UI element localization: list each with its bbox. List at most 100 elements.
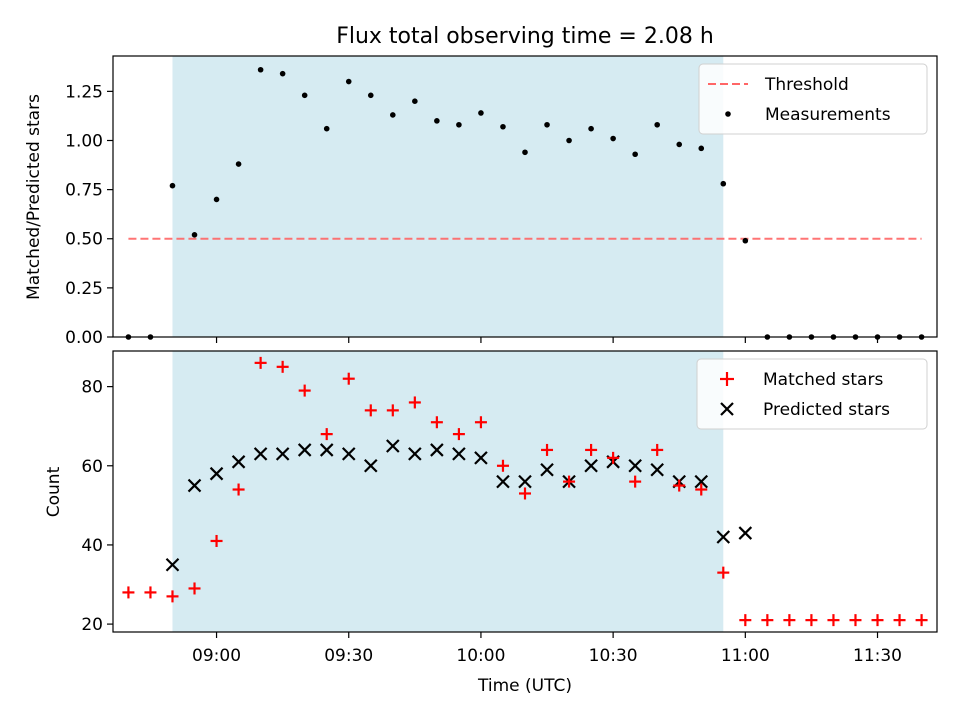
matched-star-point: [695, 483, 708, 496]
predicted-star-point: [584, 458, 598, 473]
matched-star-point: [144, 586, 157, 599]
matched-star-point: [232, 483, 245, 496]
measurement-point: [456, 121, 462, 128]
matched-star-point: [408, 396, 421, 409]
predicted-star-point: [694, 474, 709, 489]
measurement-point: [544, 121, 550, 128]
measurement-point: [390, 112, 396, 118]
predicted-star-point: [540, 462, 554, 477]
measurement-point: [500, 123, 506, 130]
predicted-star-point: [341, 447, 356, 461]
x-axis-label: Time (UTC): [477, 676, 572, 696]
matched-star-point: [629, 475, 642, 488]
measurement-point: [169, 182, 176, 189]
y-tick-label: 0.00: [65, 328, 103, 348]
predicted-star-point: [496, 474, 510, 489]
matched-star-point: [871, 614, 884, 627]
matched-star-point: [585, 443, 598, 456]
measurement-point: [412, 98, 418, 104]
matched-star-point: [188, 582, 201, 595]
matched-star-point: [254, 356, 267, 369]
measurement-point: [522, 149, 528, 156]
matched-star-point: [915, 614, 928, 627]
predicted-star-point: [716, 530, 731, 544]
matched-star-point: [849, 614, 862, 627]
predicted-star-point: [474, 451, 488, 465]
matched-stars-points: [122, 356, 928, 627]
legend-measurements-marker: [725, 111, 731, 117]
measurement-point: [235, 161, 242, 167]
top-y-axis-label: Matched/Predicted stars: [24, 94, 44, 300]
matched-star-point: [430, 416, 443, 429]
predicted-star-point: [231, 455, 246, 469]
measurement-point: [742, 237, 749, 244]
measurement-point: [720, 180, 727, 187]
top-panel: 0.00 0.25 0.50 0.75 1.00 1.25 Matched/Predict…: [24, 55, 938, 348]
matched-star-point: [210, 534, 223, 547]
top-x-ticks: [215, 337, 879, 343]
measurement-point: [279, 70, 286, 77]
chart-title: Flux total observing time = 2.08 h: [336, 24, 714, 49]
legend-predicted-label: Predicted stars: [763, 400, 890, 420]
bottom-x-ticks: 09:00 09:30 10:00 10:30 11:00 11:30: [192, 632, 902, 666]
measurement-point: [610, 135, 616, 142]
measurement-point: [301, 92, 308, 99]
x-tick-label: 10:30: [589, 646, 638, 666]
bottom-legend: Matched stars Predicted stars: [696, 358, 928, 430]
predicted-star-point: [363, 458, 378, 473]
matched-star-point: [452, 428, 465, 441]
measurement-point: [654, 121, 660, 128]
bottom-y-axis-label: Count: [44, 466, 64, 517]
matched-star-point: [122, 586, 135, 599]
matched-star-point: [783, 614, 796, 627]
y-tick-label: 0.50: [65, 230, 103, 250]
matched-star-point: [673, 479, 686, 492]
bottom-y-ticks: 20 40 60 80: [81, 378, 113, 635]
legend-measurements-label: Measurements: [765, 105, 891, 125]
measurement-point: [345, 78, 352, 85]
predicted-star-point: [408, 447, 422, 461]
matched-star-point: [607, 451, 620, 464]
measurement-point: [676, 141, 683, 148]
matched-star-point: [739, 614, 752, 627]
predicted-star-point: [165, 557, 180, 572]
x-tick-label: 09:30: [324, 646, 373, 666]
predicted-star-point: [297, 443, 312, 457]
measurement-point: [257, 66, 264, 73]
legend-matched-marker: [720, 372, 734, 386]
measurement-point: [323, 125, 330, 132]
measurement-point: [213, 196, 220, 203]
matched-star-point: [519, 487, 531, 500]
predicted-star-point: [430, 443, 444, 457]
top-y-ticks: 0.00 0.25 0.50 0.75 1.00 1.25: [65, 82, 113, 348]
measurement-point: [367, 92, 374, 99]
matched-star-point: [276, 360, 289, 373]
matched-star-point: [496, 459, 509, 472]
predicted-star-point: [650, 462, 664, 477]
matched-star-point: [320, 428, 333, 441]
matched-star-point: [761, 614, 774, 627]
top-axes-frame: [112, 55, 938, 338]
predicted-stars-points: [165, 439, 753, 572]
predicted-star-point: [275, 447, 290, 461]
matched-star-point: [166, 590, 179, 603]
predicted-star-point: [253, 447, 268, 461]
y-tick-label: 1.00: [65, 131, 103, 151]
matched-star-point: [651, 443, 664, 456]
matched-star-point: [717, 566, 730, 579]
predicted-star-point: [628, 458, 642, 473]
predicted-star-point: [738, 526, 753, 540]
matched-star-point: [827, 614, 840, 627]
y-tick-label: 60: [81, 457, 103, 477]
legend-matched-label: Matched stars: [763, 370, 883, 390]
matched-star-point: [805, 614, 818, 627]
y-tick-label: 1.25: [65, 82, 103, 102]
measurement-points: [125, 66, 925, 340]
predicted-star-point: [452, 447, 466, 461]
matched-star-point: [541, 443, 554, 456]
predicted-star-point: [209, 466, 224, 481]
bottom-legend-box: [696, 358, 928, 430]
measurement-point: [698, 145, 705, 152]
measurement-point: [588, 125, 594, 132]
matched-star-point: [364, 404, 377, 417]
